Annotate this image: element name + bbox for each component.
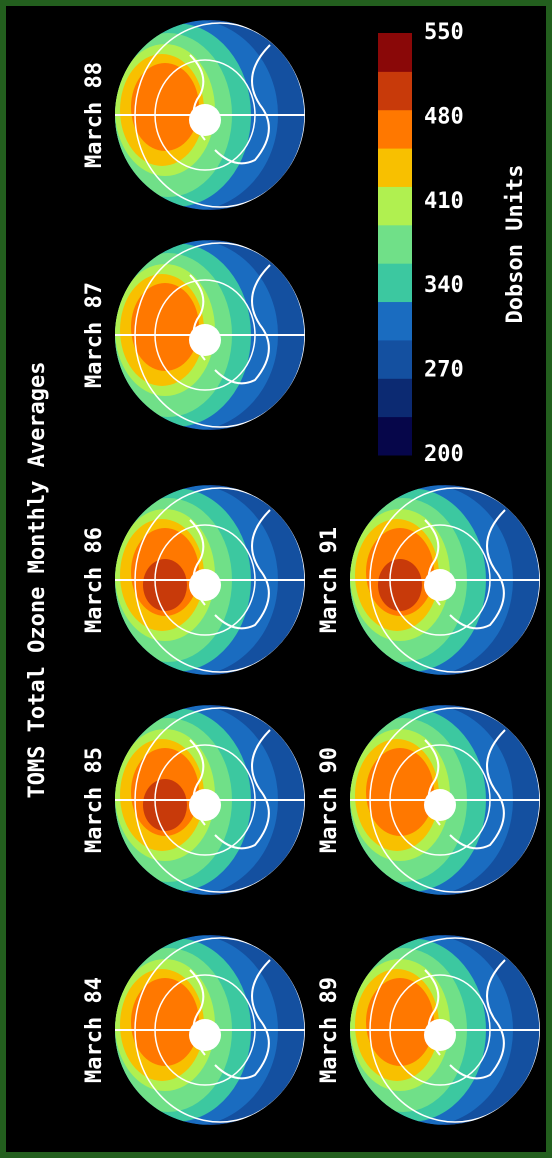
colorbar-tick-label: 550 [424,20,464,45]
panel-label: March 89 [317,977,342,1083]
panel-label: March 88 [82,62,107,168]
colorbar-label: Dobson Units [503,165,528,324]
band-orange [131,283,199,371]
panel-label: March 84 [82,977,107,1083]
panel-label: March 91 [317,527,342,633]
panel-label: March 90 [317,747,342,853]
band-orange [366,748,434,836]
colorbar-segment [378,33,412,72]
figure: TOMS Total Ozone Monthly Averages March … [0,0,552,1158]
band-red [378,559,422,611]
colorbar-tick-label: 410 [424,189,464,214]
band-orange [131,978,199,1066]
colorbar-segment [378,417,412,456]
colorbar-segment [378,186,412,225]
colorbar-segment [378,148,412,187]
page: TOMS Total Ozone Monthly Averages March … [0,0,552,1158]
panel-label: March 87 [82,282,107,388]
colorbar-segment [378,110,412,149]
band-orange [366,978,434,1066]
colorbar-segment [378,340,412,379]
colorbar-tick-label: 200 [424,442,464,467]
band-orange [131,63,199,151]
colorbar-tick-label: 340 [424,273,464,298]
colorbar-segment [378,71,412,110]
band-red [143,559,187,611]
colorbar-tick-label: 480 [424,104,464,129]
panel-label: March 86 [82,527,107,633]
figure-title: TOMS Total Ozone Monthly Averages [25,361,50,798]
panel-label: March 85 [82,747,107,853]
colorbar-segment [378,302,412,341]
colorbar-tick-label: 270 [424,358,464,383]
colorbar-segment [378,225,412,264]
colorbar-segment [378,263,412,302]
colorbar-segment [378,378,412,417]
band-red [143,779,187,831]
